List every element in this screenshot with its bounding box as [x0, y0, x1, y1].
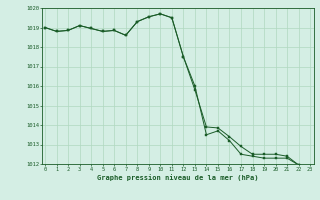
X-axis label: Graphe pression niveau de la mer (hPa): Graphe pression niveau de la mer (hPa)	[97, 175, 258, 181]
